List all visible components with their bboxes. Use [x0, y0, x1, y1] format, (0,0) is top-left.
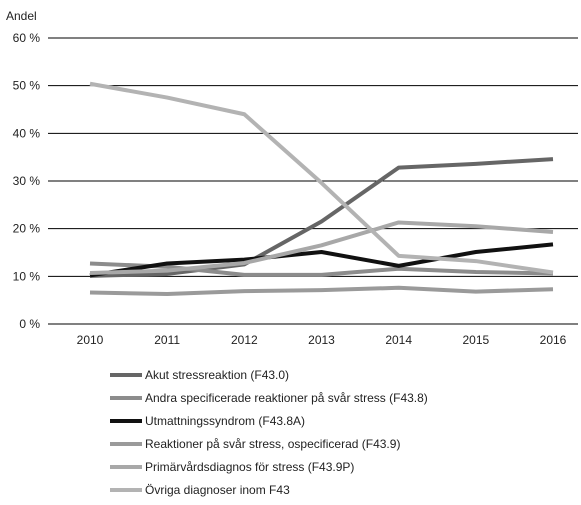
y-tick-label: 50 %	[13, 79, 41, 93]
series-line-6	[89, 81, 554, 275]
x-tick-label: 2011	[154, 333, 180, 347]
legend-item: Akut stressreaktion (F43.0)	[110, 368, 289, 382]
legend-label: Reaktioner på svår stress, ospecificerad…	[145, 437, 400, 451]
x-tick-label: 2014	[385, 333, 412, 347]
legend-item: Övriga diagnoser inom F43	[110, 483, 290, 497]
series-line-3	[89, 242, 554, 278]
x-tick-label: 2012	[231, 333, 258, 347]
legend-item: Reaktioner på svår stress, ospecificerad…	[110, 437, 400, 451]
y-tick-label: 10 %	[13, 269, 41, 283]
y-tick-label: 30 %	[13, 174, 41, 188]
y-tick-label: 40 %	[13, 126, 41, 140]
y-ticks: 0 % 10 % 20 % 30 % 40 % 50 % 60 %	[13, 31, 41, 331]
legend-item: Utmattningssyndrom (F43.8A)	[110, 414, 305, 428]
series-line-5	[89, 220, 554, 275]
legend-item: Andra specificerade reaktioner på svår s…	[110, 391, 428, 405]
legend-label: Utmattningssyndrom (F43.8A)	[145, 414, 305, 428]
legend-label: Övriga diagnoser inom F43	[145, 483, 290, 497]
legend-label: Primärvårdsdiagnos för stress (F43.9P)	[145, 460, 354, 474]
y-axis-label: Andel	[6, 9, 37, 23]
legend-label: Andra specificerade reaktioner på svår s…	[145, 391, 428, 405]
x-tick-label: 2013	[308, 333, 335, 347]
y-tick-label: 60 %	[13, 31, 41, 45]
legend-label: Akut stressreaktion (F43.0)	[145, 368, 289, 382]
y-tick-label: 20 %	[13, 222, 41, 236]
series-line-4	[89, 285, 554, 296]
legend-item: Primärvårdsdiagnos för stress (F43.9P)	[110, 460, 354, 474]
x-tick-label: 2016	[540, 333, 567, 347]
x-ticks: 2010 2011 2012 2013 2014 2015 2016	[77, 333, 567, 347]
series-line-1	[89, 157, 554, 278]
legend: Akut stressreaktion (F43.0) Andra specifi…	[110, 368, 428, 497]
grid	[48, 37, 578, 325]
series-line-2	[89, 261, 554, 277]
x-tick-label: 2015	[462, 333, 489, 347]
y-tick-label: 0 %	[19, 317, 40, 331]
x-tick-label: 2010	[77, 333, 104, 347]
series-lines	[89, 81, 554, 296]
